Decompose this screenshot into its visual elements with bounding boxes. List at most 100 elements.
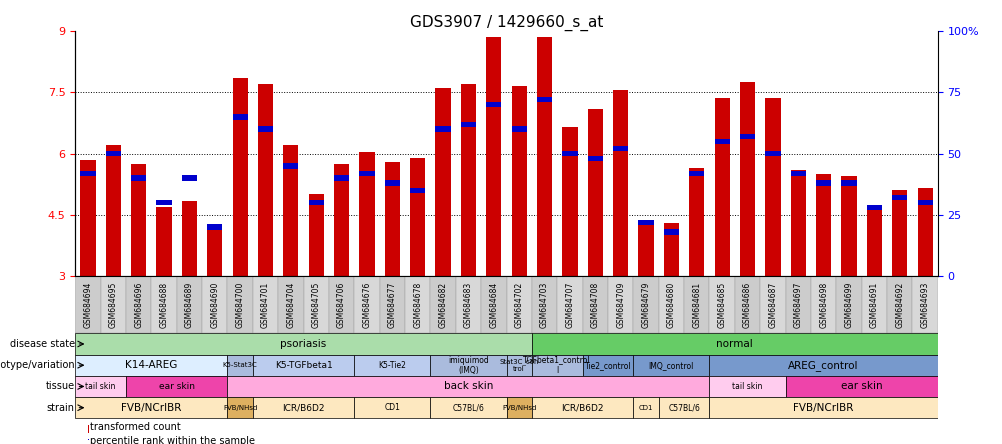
Bar <box>632 355 708 376</box>
Bar <box>607 276 632 333</box>
Bar <box>912 276 937 333</box>
Bar <box>531 397 632 418</box>
Text: IMQ_control: IMQ_control <box>648 361 693 370</box>
Bar <box>201 276 227 333</box>
Bar <box>841 176 856 276</box>
Text: GSM684688: GSM684688 <box>159 281 168 328</box>
Text: GSM684687: GSM684687 <box>768 281 777 328</box>
Text: imiquimod
(IMQ): imiquimod (IMQ) <box>448 356 488 375</box>
Bar <box>75 397 227 418</box>
Bar <box>688 168 703 276</box>
Bar <box>181 175 196 181</box>
Bar <box>917 188 932 276</box>
Bar <box>430 397 506 418</box>
Bar <box>430 276 455 333</box>
Text: AREG_control: AREG_control <box>788 360 858 371</box>
Bar <box>75 376 126 397</box>
Bar <box>410 158 425 276</box>
Bar <box>511 86 526 276</box>
Bar <box>207 225 222 230</box>
Bar <box>354 397 430 418</box>
Text: GSM684678: GSM684678 <box>413 281 422 328</box>
Bar <box>713 139 729 144</box>
Bar <box>506 355 531 376</box>
Bar <box>713 99 729 276</box>
Bar <box>531 333 937 355</box>
Bar <box>329 276 354 333</box>
Bar <box>891 190 907 276</box>
Text: GSM684677: GSM684677 <box>388 281 397 328</box>
Bar <box>105 146 121 276</box>
Text: GSM684708: GSM684708 <box>590 281 599 328</box>
Bar <box>531 276 557 333</box>
Bar <box>917 200 932 205</box>
Text: GSM684693: GSM684693 <box>920 281 929 328</box>
Bar <box>861 276 886 333</box>
Text: GSM684680: GSM684680 <box>666 281 675 328</box>
Bar <box>227 276 253 333</box>
Text: C57BL/6: C57BL/6 <box>452 403 484 412</box>
Bar <box>283 163 299 169</box>
Bar <box>587 156 602 161</box>
Bar <box>435 88 450 276</box>
Bar <box>405 276 430 333</box>
Text: GSM684703: GSM684703 <box>539 281 548 328</box>
Text: GSM684701: GSM684701 <box>261 281 270 328</box>
Bar <box>430 355 506 376</box>
Text: disease state: disease state <box>10 339 74 349</box>
Bar <box>354 276 380 333</box>
Bar <box>304 276 329 333</box>
Text: GSM684683: GSM684683 <box>464 281 473 328</box>
Text: GSM684676: GSM684676 <box>362 281 371 328</box>
Bar <box>866 205 881 210</box>
Bar <box>75 276 937 333</box>
Bar <box>309 200 324 205</box>
Bar <box>227 376 708 397</box>
Bar <box>891 195 907 200</box>
Bar <box>460 84 476 276</box>
Bar <box>658 276 683 333</box>
Bar <box>582 355 632 376</box>
Bar <box>80 170 95 176</box>
Text: GSM684685: GSM684685 <box>717 281 725 328</box>
Bar <box>658 397 708 418</box>
Text: K5-Tie2: K5-Tie2 <box>378 361 406 370</box>
Bar <box>385 180 400 186</box>
Bar <box>227 397 253 418</box>
Bar <box>506 276 531 333</box>
Text: GSM684690: GSM684690 <box>210 281 219 328</box>
Bar <box>632 276 658 333</box>
Bar <box>683 276 708 333</box>
Bar <box>836 276 861 333</box>
Text: GSM684689: GSM684689 <box>184 281 193 328</box>
Bar <box>816 174 831 276</box>
Title: GDS3907 / 1429660_s_at: GDS3907 / 1429660_s_at <box>410 15 602 31</box>
Text: GSM684709: GSM684709 <box>615 281 624 328</box>
Text: ear skin: ear skin <box>840 381 882 392</box>
Text: FVB/NHsd: FVB/NHsd <box>222 404 258 411</box>
Bar <box>410 188 425 193</box>
Bar <box>739 134 755 139</box>
Bar <box>734 276 760 333</box>
Text: strain: strain <box>47 403 74 413</box>
Bar <box>785 376 937 397</box>
Bar <box>380 276 405 333</box>
Text: GSM684694: GSM684694 <box>83 281 92 328</box>
Bar <box>334 164 349 276</box>
Bar <box>785 276 811 333</box>
Text: GSM684684: GSM684684 <box>489 281 498 328</box>
Text: transformed count: transformed count <box>89 422 180 432</box>
Bar <box>435 127 450 132</box>
Text: GSM684700: GSM684700 <box>235 281 244 328</box>
Bar <box>176 276 201 333</box>
Bar <box>557 276 582 333</box>
Bar <box>253 397 354 418</box>
Text: FVB/NHsd: FVB/NHsd <box>502 404 536 411</box>
Bar <box>105 151 121 156</box>
Text: CD1: CD1 <box>384 403 400 412</box>
Text: GSM684692: GSM684692 <box>895 281 904 328</box>
Bar <box>181 201 196 276</box>
Text: normal: normal <box>715 339 753 349</box>
Text: ICR/B6D2: ICR/B6D2 <box>561 403 603 412</box>
Text: GSM684696: GSM684696 <box>134 281 143 328</box>
